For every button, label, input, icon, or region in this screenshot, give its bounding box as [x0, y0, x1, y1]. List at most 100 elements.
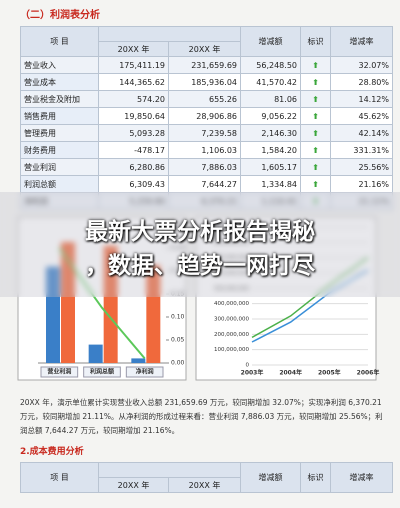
up-arrow: ⬆ — [300, 90, 331, 108]
table-cell: 175,411.19 — [98, 56, 169, 74]
header-cell — [98, 26, 241, 42]
header-cell: 20XX 年 — [168, 41, 241, 57]
x-tick-label: 营业利润 — [47, 368, 71, 376]
table-cell: 21.16% — [330, 175, 393, 193]
header-cell: 增减率 — [330, 26, 393, 57]
headline: ，数据、趋势一网打尽 — [85, 253, 315, 279]
y-tick-label: 0 — [246, 363, 250, 369]
x-tick-label: 2003年 — [241, 369, 264, 377]
up-arrow: ⬆ — [300, 73, 331, 91]
section-title: 2.成本费用分析 — [20, 447, 84, 457]
header-cell: 20XX 年 — [98, 477, 169, 493]
table-cell: 营业成本 — [20, 73, 99, 91]
table-cell: 185,936.04 — [168, 73, 241, 91]
table-cell: 28.80% — [330, 73, 393, 91]
header-cell: 项 目 — [20, 462, 99, 493]
header-row: 项 目 增减额 标识 增减率 — [20, 26, 393, 57]
cost-table: 项 目增减额 标识 增减率 20XX 年 20XX 年 — [20, 462, 393, 493]
table-cell: 1,106.03 — [168, 141, 241, 159]
header-cell: 增减额 — [240, 462, 301, 493]
table-cell: 28,906.86 — [168, 107, 241, 125]
x-tick-label: 2005年 — [318, 369, 341, 377]
table-row: 管理费用 5,093.28 7,239.58 2,146.30 ⬆ 42.14% — [20, 124, 393, 142]
header-row: 项 目 增减额 标识 增减率 — [20, 462, 393, 493]
table-cell: 81.06 — [240, 90, 301, 108]
up-arrow: ⬆ — [300, 56, 331, 74]
table-cell: 1,334.84 — [240, 175, 301, 193]
table-row: 销售费用 19,850.64 28,906.86 9,056.22 ⬆ 45.62% — [20, 107, 393, 125]
table-cell: -478.17 — [98, 141, 169, 159]
y-tick-label: 300,000,000 — [214, 317, 249, 323]
y2-tick-label: 0.00 — [171, 360, 185, 367]
table-cell: 6,309.43 — [98, 175, 169, 193]
table-cell: 574.20 — [98, 90, 169, 108]
profit-table: 项 目增减额 标识 增减率 20XX 年 20XX 年营业收入 175,411.19 231… — [20, 26, 393, 210]
y2-tick-label: 0.05 — [171, 337, 185, 344]
table-row: 营业成本 144,365.62 185,936.04 41,570.42 ⬆ 28.80% — [20, 73, 393, 91]
y-tick-label: 100,000,000 — [214, 347, 249, 353]
header-row: 20XX 年 20XX 年 — [21, 477, 393, 493]
header-cell: 20XX 年 — [168, 477, 241, 493]
table-cell: 营业利润 — [20, 158, 99, 176]
table-cell: 32.07% — [330, 56, 393, 74]
table-cell: 56,248.50 — [240, 56, 301, 74]
table-cell: 7,239.58 — [168, 124, 241, 142]
x-tick-label: 2004年 — [279, 369, 302, 377]
table-cell: 2,146.30 — [240, 124, 301, 142]
y-tick-label: 400,000,000 — [214, 301, 249, 307]
up-arrow: ⬆ — [300, 141, 331, 159]
header-cell: 标识 — [300, 26, 331, 57]
category-box — [40, 366, 79, 378]
table-row: 营业收入 175,411.19 231,659.69 56,248.50 ⬆ 32.07% — [20, 56, 393, 74]
table-cell: 25.56% — [330, 158, 393, 176]
table-row: 利润总额 6,309.43 7,644.27 1,334.84 ⬆ 21.16% — [20, 175, 393, 193]
header-cell: 标识 — [300, 462, 331, 493]
table-cell: 41,570.42 — [240, 73, 301, 91]
header-cell: 增减额 — [240, 26, 301, 57]
table-cell: 7,644.27 — [168, 175, 241, 193]
table-row: 营业利润 6,280.86 7,886.03 1,605.17 ⬆ 25.56% — [20, 158, 393, 176]
headline: 最新大票分析报告揭秘 — [85, 219, 315, 245]
header-row: 20XX 年 20XX 年 — [21, 41, 393, 57]
header-cell: 20XX 年 — [98, 41, 169, 57]
table-cell: 1,605.17 — [240, 158, 301, 176]
table-cell: 7,886.03 — [168, 158, 241, 176]
table-cell: 管理费用 — [20, 124, 99, 142]
table-cell: 331.31% — [330, 141, 393, 159]
table-cell: 144,365.62 — [98, 73, 169, 91]
table-cell: 销售费用 — [20, 107, 99, 125]
table-cell: 9,056.22 — [240, 107, 301, 125]
table-cell: 1,584.20 — [240, 141, 301, 159]
table-cell: 财务费用 — [20, 141, 99, 159]
table-row: 营业税金及附加 574.20 655.26 81.06 ⬆ 14.12% — [20, 90, 393, 108]
table-cell: 45.62% — [330, 107, 393, 125]
y2-tick-label: 0.10 — [171, 314, 185, 321]
section-title: （二）利润表分析 — [20, 10, 100, 21]
category-box — [83, 366, 121, 378]
table-cell: 42.14% — [330, 124, 393, 142]
table-cell: 营业税金及附加 — [20, 90, 99, 108]
table-cell: 5,093.28 — [98, 124, 169, 142]
y-tick-label: 200,000,000 — [214, 332, 249, 338]
up-arrow: ⬆ — [300, 107, 331, 125]
table-cell: 655.26 — [168, 90, 241, 108]
table-cell: 231,659.69 — [168, 56, 241, 74]
category-box — [125, 366, 164, 378]
table-cell: 营业收入 — [20, 56, 99, 74]
table-cell: 14.12% — [330, 90, 393, 108]
x-tick-label: 利润总额 — [89, 368, 114, 376]
bar — [88, 344, 103, 363]
paragraph: 20XX 年，演示单位累计实现营业收入总额 231,659.69 万元，较同期增… — [20, 398, 383, 435]
up-arrow: ⬆ — [300, 158, 331, 176]
up-arrow: ⬆ — [300, 124, 331, 142]
header-cell: 项 目 — [20, 26, 99, 57]
table-cell: 19,850.64 — [98, 107, 169, 125]
bar — [131, 358, 146, 363]
table-cell: 6,280.86 — [98, 158, 169, 176]
up-arrow: ⬆ — [300, 175, 331, 193]
x-tick-label: 2006年 — [357, 369, 380, 377]
headline-overlay: 最新大票分析报告揭秘 ，数据、趋势一网打尽 — [0, 192, 400, 297]
table-cell: 利润总额 — [20, 175, 99, 193]
header-cell — [98, 462, 241, 478]
